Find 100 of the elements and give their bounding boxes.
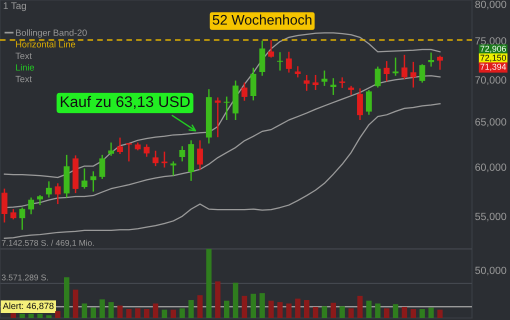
candlestick: [410, 61, 416, 88]
bar: [162, 310, 168, 318]
bar: [46, 315, 52, 318]
bar: [384, 308, 390, 318]
bar: [428, 308, 434, 318]
bar: [304, 300, 310, 318]
bar: [277, 302, 283, 318]
candlestick: [179, 146, 186, 162]
y-tick-label: 50,000: [475, 266, 506, 276]
bar: [410, 309, 416, 318]
bar: [206, 248, 212, 318]
ref-line-label: 7.142.578 S. / 469,1 Mio.: [2, 240, 94, 247]
candlestick: [294, 66, 301, 78]
text: 72,906: [480, 46, 506, 53]
bar: [232, 282, 238, 318]
bar: [180, 308, 185, 318]
candlestick: [224, 96, 230, 121]
candlestick: [366, 89, 372, 116]
chart-title: 1 Tag: [4, 2, 26, 12]
bar: [402, 306, 408, 318]
bar: [37, 314, 43, 318]
ref-line-label: 3.571.289 S.: [2, 274, 48, 280]
bar: [392, 304, 398, 318]
candlestick: [214, 96, 221, 138]
text: 72,150: [480, 54, 506, 62]
annotation: Kauf zu 63,13 USD: [60, 96, 190, 109]
bar: [340, 306, 345, 318]
bar: [10, 313, 16, 318]
bar: [55, 311, 60, 318]
annotation: Text: [16, 52, 32, 60]
bar: [322, 306, 328, 318]
bar: [286, 303, 292, 318]
candlestick: [242, 82, 248, 102]
candlestick: [37, 194, 43, 206]
bar: [144, 309, 150, 318]
annotation: Text: [16, 76, 32, 82]
candlestick: [374, 66, 381, 88]
candlestick: [82, 168, 88, 190]
bar: [375, 303, 380, 318]
annotation: Linie: [16, 64, 34, 71]
legend-label: Bollinger Band-20: [16, 29, 87, 38]
candlestick: [197, 140, 203, 171]
bar: [72, 290, 78, 318]
bar: [28, 314, 34, 318]
y-tick-label: 80,000: [475, 0, 506, 10]
bar: [126, 309, 132, 318]
bar: [312, 306, 318, 318]
ref-line-label: Alert: 46,878: [2, 302, 54, 310]
candlestick: [392, 56, 398, 76]
candlestick: [437, 54, 443, 70]
candlestick: [108, 142, 114, 157]
y-tick-label: 55,000: [475, 212, 506, 222]
ref-line-label: 52 Wochenhoch: [212, 14, 312, 25]
bar: [357, 296, 363, 318]
candlestick: [322, 70, 328, 87]
candlestick: [312, 74, 318, 91]
bar: [268, 300, 274, 318]
candlestick: [99, 154, 106, 180]
bar: [348, 308, 354, 318]
candlestick: [259, 40, 266, 76]
bar: [152, 303, 158, 318]
bar: [64, 277, 70, 318]
candlestick: [402, 54, 408, 80]
y-tick-label: 75,000: [475, 37, 506, 46]
bar: [20, 314, 25, 318]
candlestick: [19, 206, 26, 230]
bar: [260, 293, 265, 318]
bar: [197, 295, 203, 318]
candlestick: [162, 150, 168, 168]
candlestick: [357, 88, 363, 121]
candlestick: [10, 208, 16, 220]
annotation: Horizontal Line: [16, 40, 76, 48]
bar: [242, 296, 248, 318]
candlestick: [348, 85, 354, 96]
candlestick: [304, 74, 310, 92]
candlestick: [339, 76, 346, 89]
candlestick: [268, 39, 274, 58]
candlestick: [330, 77, 336, 96]
bar: [295, 298, 300, 318]
bar: [90, 308, 96, 318]
y-tick-label: 65,000: [475, 118, 506, 127]
candlestick: [90, 170, 96, 192]
candlestick: [2, 188, 8, 224]
candlestick: [117, 136, 123, 155]
candlestick: [384, 60, 390, 82]
candlestick: [46, 180, 52, 198]
bar: [366, 300, 372, 318]
candlestick: [144, 144, 150, 158]
candlestick: [277, 51, 283, 72]
candlestick: [170, 160, 176, 176]
candlestick: [428, 52, 434, 68]
bar: [82, 303, 88, 318]
bar: [100, 299, 105, 318]
bar: [437, 310, 443, 318]
candlestick: [126, 142, 132, 162]
bar: [117, 306, 123, 318]
bar: [135, 308, 140, 318]
bar: [215, 281, 220, 318]
candlestick: [152, 150, 158, 167]
bar: [108, 302, 114, 318]
